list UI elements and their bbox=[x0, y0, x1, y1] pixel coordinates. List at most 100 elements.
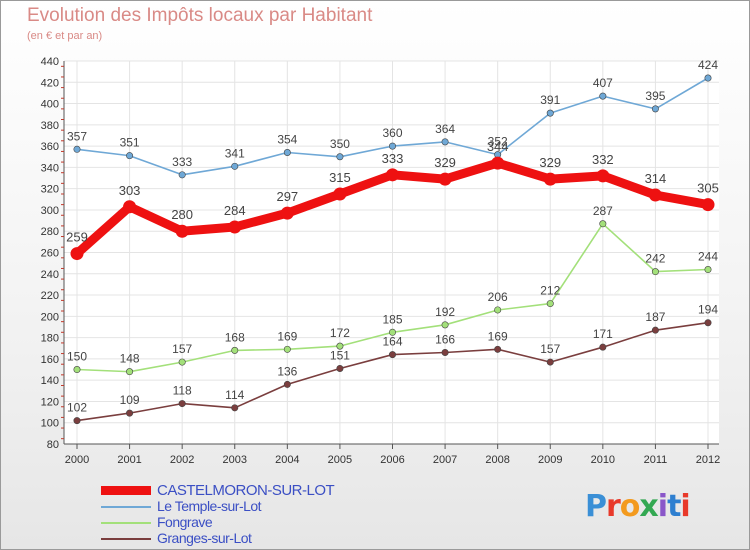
chart-title: Evolution des Impôts locaux par Habitant bbox=[27, 5, 373, 26]
legend-swatch bbox=[101, 522, 151, 524]
y-tick-label: 80 bbox=[47, 439, 59, 451]
y-tick-label: 360 bbox=[41, 141, 59, 153]
data-point-le-temple-sur-lot bbox=[231, 162, 239, 170]
data-point-granges-sur-lot bbox=[336, 364, 344, 372]
data-point-granges-sur-lot bbox=[599, 343, 607, 351]
data-point-granges-sur-lot bbox=[546, 358, 554, 366]
data-point-granges-sur-lot bbox=[441, 349, 449, 357]
data-label-le-temple-sur-lot: 352 bbox=[488, 135, 508, 149]
data-point-le-temple-sur-lot bbox=[283, 148, 291, 156]
logo-letter: x bbox=[639, 489, 658, 524]
data-point-le-temple-sur-lot bbox=[651, 105, 659, 113]
data-label-le-temple-sur-lot: 354 bbox=[277, 132, 297, 146]
data-point-castelmoron-sur-lot bbox=[123, 200, 137, 214]
data-point-fongrave bbox=[704, 266, 712, 274]
data-label-granges-sur-lot: 114 bbox=[225, 388, 244, 402]
data-label-fongrave: 150 bbox=[67, 350, 87, 364]
data-label-granges-sur-lot: 102 bbox=[67, 401, 87, 415]
data-point-le-temple-sur-lot bbox=[546, 109, 554, 117]
data-point-fongrave bbox=[73, 366, 81, 374]
data-label-granges-sur-lot: 187 bbox=[645, 310, 665, 324]
data-label-castelmoron-sur-lot: 280 bbox=[171, 207, 193, 222]
y-tick-label: 300 bbox=[41, 205, 59, 217]
data-label-le-temple-sur-lot: 360 bbox=[382, 126, 402, 140]
data-label-fongrave: 244 bbox=[698, 250, 718, 264]
data-point-granges-sur-lot bbox=[231, 404, 239, 412]
data-label-le-temple-sur-lot: 350 bbox=[330, 137, 350, 151]
y-tick-label: 100 bbox=[41, 418, 59, 430]
data-label-le-temple-sur-lot: 395 bbox=[645, 89, 665, 103]
legend-swatch bbox=[101, 538, 151, 540]
legend-label: Fongrave bbox=[157, 514, 213, 530]
data-point-granges-sur-lot bbox=[178, 400, 186, 408]
data-point-fongrave bbox=[651, 268, 659, 276]
data-label-fongrave: 206 bbox=[488, 290, 508, 304]
logo-letter: i bbox=[657, 489, 668, 524]
y-tick-label: 380 bbox=[41, 120, 59, 132]
logo-letter: o bbox=[619, 489, 641, 524]
data-label-castelmoron-sur-lot: 332 bbox=[592, 152, 614, 167]
x-tick-label: 2004 bbox=[275, 454, 299, 466]
data-label-fongrave: 212 bbox=[540, 284, 560, 298]
y-tick-label: 240 bbox=[41, 269, 59, 281]
data-label-fongrave: 169 bbox=[277, 329, 297, 343]
data-point-le-temple-sur-lot bbox=[599, 92, 607, 100]
x-tick-label: 2003 bbox=[223, 454, 247, 466]
legend-label: Granges-sur-Lot bbox=[157, 530, 252, 546]
data-label-granges-sur-lot: 171 bbox=[593, 327, 613, 341]
data-label-fongrave: 192 bbox=[435, 305, 455, 319]
data-point-granges-sur-lot bbox=[283, 380, 291, 388]
data-label-fongrave: 168 bbox=[225, 330, 245, 344]
data-label-castelmoron-sur-lot: 297 bbox=[276, 189, 298, 204]
data-point-le-temple-sur-lot bbox=[126, 152, 134, 160]
logo-letter: i bbox=[680, 489, 690, 524]
data-point-fongrave bbox=[336, 342, 344, 350]
legend-swatch bbox=[101, 506, 151, 508]
x-tick-label: 2008 bbox=[485, 454, 509, 466]
data-point-le-temple-sur-lot bbox=[73, 145, 81, 153]
x-tick-label: 2000 bbox=[65, 454, 89, 466]
data-point-castelmoron-sur-lot bbox=[596, 169, 610, 183]
data-label-le-temple-sur-lot: 364 bbox=[435, 122, 455, 136]
data-point-granges-sur-lot bbox=[494, 345, 502, 353]
y-tick-label: 140 bbox=[41, 375, 59, 387]
x-tick-label: 2005 bbox=[328, 454, 352, 466]
data-point-granges-sur-lot bbox=[388, 351, 396, 359]
data-point-le-temple-sur-lot bbox=[441, 138, 449, 146]
y-tick-label: 320 bbox=[41, 184, 59, 196]
data-point-le-temple-sur-lot bbox=[704, 74, 712, 82]
data-label-fongrave: 148 bbox=[120, 352, 140, 366]
data-point-castelmoron-sur-lot bbox=[543, 172, 557, 186]
logo-letter: r bbox=[606, 489, 621, 524]
data-point-granges-sur-lot bbox=[704, 319, 712, 327]
data-point-castelmoron-sur-lot bbox=[386, 168, 399, 182]
data-label-castelmoron-sur-lot: 344 bbox=[487, 139, 509, 154]
data-point-granges-sur-lot bbox=[126, 409, 134, 417]
data-label-granges-sur-lot: 136 bbox=[277, 364, 297, 378]
data-label-fongrave: 157 bbox=[172, 342, 192, 356]
data-label-castelmoron-sur-lot: 314 bbox=[645, 171, 667, 186]
data-label-le-temple-sur-lot: 424 bbox=[698, 58, 718, 72]
data-label-le-temple-sur-lot: 357 bbox=[67, 129, 87, 143]
x-tick-label: 2010 bbox=[591, 454, 615, 466]
data-point-castelmoron-sur-lot bbox=[701, 198, 715, 212]
x-tick-label: 2011 bbox=[644, 454, 668, 466]
y-tick-label: 340 bbox=[41, 162, 59, 174]
data-point-le-temple-sur-lot bbox=[388, 142, 396, 150]
chart-subtitle: (en € et par an) bbox=[27, 30, 103, 42]
data-label-castelmoron-sur-lot: 329 bbox=[434, 155, 456, 170]
data-label-fongrave: 242 bbox=[645, 252, 665, 266]
data-label-castelmoron-sur-lot: 303 bbox=[119, 183, 141, 198]
data-label-fongrave: 185 bbox=[382, 312, 402, 326]
data-point-fongrave bbox=[599, 220, 607, 228]
legend-swatch bbox=[101, 486, 151, 495]
data-point-fongrave bbox=[441, 321, 449, 329]
x-tick-label: 2009 bbox=[538, 454, 562, 466]
data-point-fongrave bbox=[546, 300, 554, 308]
logo-letter: t bbox=[667, 489, 681, 524]
data-label-granges-sur-lot: 109 bbox=[120, 393, 140, 407]
y-tick-label: 200 bbox=[41, 311, 59, 323]
data-label-le-temple-sur-lot: 391 bbox=[540, 93, 560, 107]
